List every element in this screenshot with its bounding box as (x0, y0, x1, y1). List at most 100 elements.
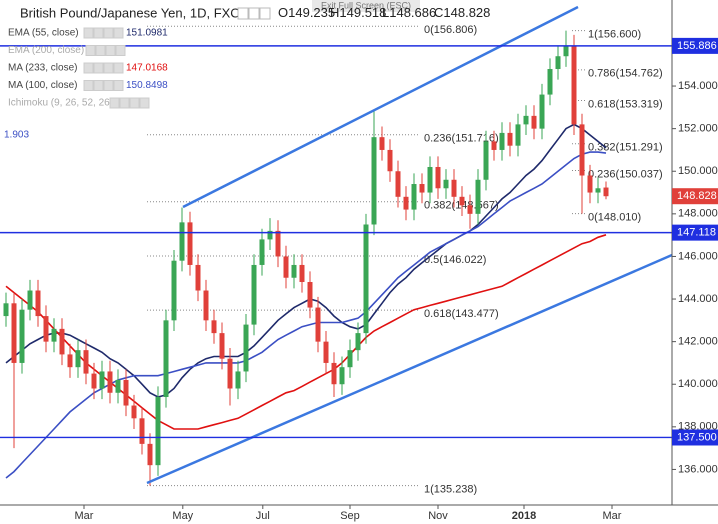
trend-line (146, 253, 673, 485)
price-tag (672, 429, 718, 446)
indicator-button[interactable] (95, 45, 106, 56)
indicator-button[interactable] (93, 80, 104, 91)
fib-level-label: 0.382(151.291) (588, 142, 663, 154)
y-tick-label: 136.000 (678, 463, 718, 475)
candle-body (283, 256, 289, 278)
indicator-button[interactable] (103, 27, 114, 39)
y-tick-label: 154.000 (678, 80, 718, 92)
fib-level-label: 1(135.238) (424, 484, 477, 496)
candle-body (147, 443, 153, 466)
candle-body (355, 333, 361, 351)
candle-body (307, 281, 313, 308)
candle-body (347, 350, 353, 368)
candle-body (123, 379, 129, 406)
candle-body (323, 341, 329, 363)
candle-body (43, 316, 49, 342)
fib-level-label: 0.618(143.477) (424, 308, 499, 320)
fib-level-label: 0.618(153.319) (588, 98, 663, 110)
candle-body (379, 137, 385, 150)
indicator-button[interactable] (113, 80, 124, 91)
indicator-name: MA (233, close) (8, 63, 77, 74)
legend-button[interactable] (237, 7, 249, 20)
fib-level-label: 0.236(151.716) (424, 133, 499, 145)
candle-body (539, 94, 545, 129)
ohlc-value: L148.686 (382, 5, 436, 20)
candle-body (179, 222, 185, 261)
candle-body (555, 56, 561, 70)
fib-level-label: 0.786(154.762) (588, 68, 663, 80)
price-tag-label: 155.886 (677, 40, 717, 52)
candle-body (387, 149, 393, 172)
indicator-button[interactable] (83, 62, 94, 74)
legend-button[interactable] (248, 7, 260, 20)
candle-body (339, 367, 345, 385)
indicator-name: EMA (55, close) (8, 28, 79, 39)
candle-body (51, 328, 57, 342)
fib-layer: 0(156.806)0.236(151.716)0.382(148.567)0.… (147, 24, 663, 496)
candle-body (595, 188, 601, 193)
candle-body (59, 328, 65, 355)
ohlc-number: 148.828 (443, 5, 490, 20)
indicator-button[interactable] (103, 62, 114, 74)
candle-body (251, 264, 257, 325)
candle-body (163, 320, 169, 398)
candle-body (19, 309, 25, 363)
x-tick-label: 2018 (512, 510, 536, 522)
candle-body (427, 166, 433, 193)
candle-body (115, 379, 121, 393)
indicator-button[interactable] (139, 97, 150, 109)
indicator-value: 150.8498 (126, 80, 168, 91)
candle-body (571, 45, 577, 125)
candle-body (11, 303, 17, 363)
indicator-button[interactable] (83, 80, 94, 91)
indicator-name: Ichimoku (9, 26, 52, 26) (8, 98, 113, 109)
indicator-button[interactable] (105, 45, 116, 56)
ohlc-value: H149.518 (330, 5, 386, 20)
candle-body (507, 132, 513, 146)
indicator-button[interactable] (103, 80, 114, 91)
candle-body (315, 307, 321, 342)
indicator-button[interactable] (109, 97, 120, 109)
fib-level-label: 0.5(146.022) (424, 254, 486, 266)
last-price-tag (672, 188, 718, 205)
y-tick-label: 148.000 (678, 208, 718, 220)
y-tick-label: 140.000 (678, 378, 718, 390)
legend-button[interactable] (259, 7, 271, 20)
candle-body (139, 418, 145, 444)
candle-body (259, 239, 265, 265)
fullscreen-hint[interactable]: Exit Full Screen (ESC) (321, 0, 411, 10)
indicator-button[interactable] (93, 27, 104, 39)
indicator-button[interactable] (93, 62, 104, 74)
candle-body (459, 196, 465, 206)
indicator-button[interactable] (85, 45, 96, 56)
x-tick-label: Sep (340, 510, 360, 522)
candle-body (83, 350, 89, 374)
candle-body (195, 264, 201, 291)
price-tag (672, 224, 718, 241)
candle-body (467, 205, 473, 214)
indicator-button[interactable] (113, 27, 124, 39)
indicator-button[interactable] (113, 62, 124, 74)
price-tag-label: 147.118 (677, 227, 716, 239)
candle-body (235, 371, 241, 389)
candle-body (579, 124, 585, 176)
y-tick-label: 150.000 (678, 165, 718, 177)
candle-body (403, 196, 409, 210)
indicator-button[interactable] (115, 45, 126, 56)
candle-body (3, 303, 9, 317)
fib-level-label: 0(148.010) (588, 212, 641, 224)
candle-body (515, 124, 521, 146)
indicator-button[interactable] (129, 97, 140, 109)
candle-body (267, 230, 273, 240)
candle-body (243, 324, 249, 372)
candle-body (155, 397, 161, 466)
candle-body (219, 333, 225, 359)
candle-body (443, 179, 449, 189)
indicator-button[interactable] (119, 97, 130, 109)
candle-body (603, 187, 609, 197)
y-tick-label: 142.000 (678, 336, 718, 348)
candle-body (395, 171, 401, 197)
indicator-button[interactable] (83, 27, 94, 39)
fullscreen-hint-box[interactable] (312, 0, 420, 12)
candle-body (99, 371, 105, 389)
